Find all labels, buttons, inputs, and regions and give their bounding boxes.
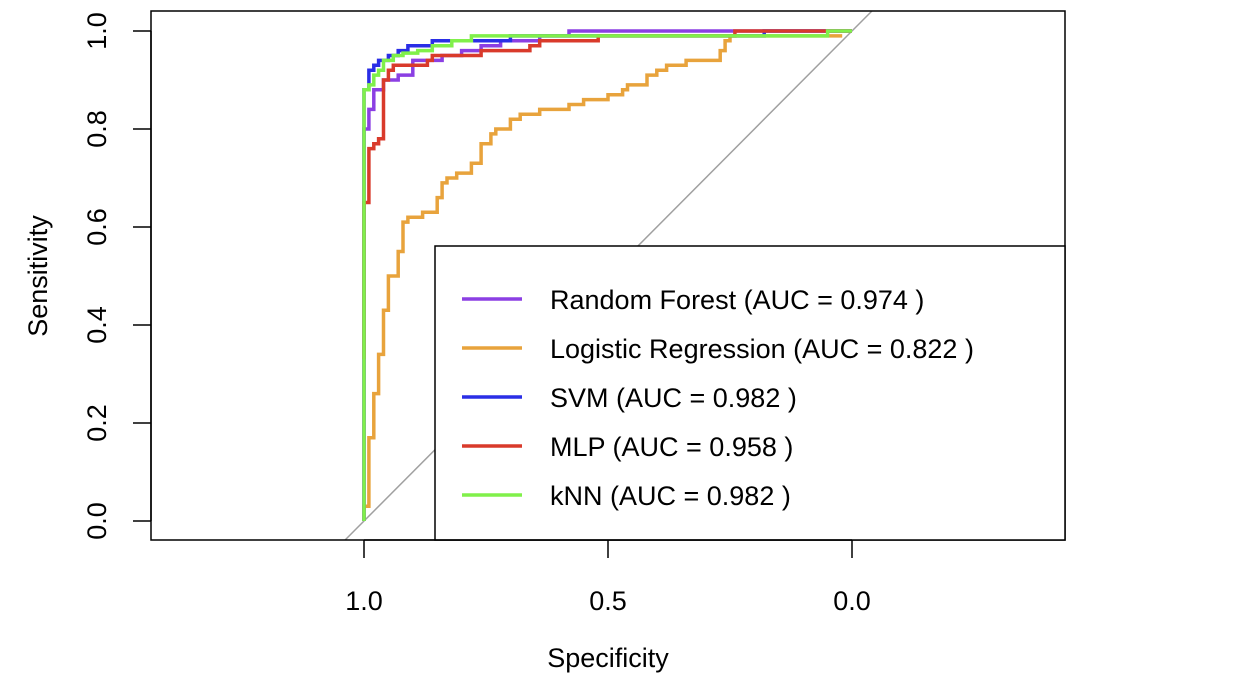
y-axis: 0.0 0.2 0.4 0.6 0.8 1.0 — [82, 12, 152, 540]
x-axis: 1.0 0.5 0.0 — [345, 539, 871, 616]
legend-label-mlp: MLP (AUC = 0.958 ) — [550, 432, 793, 462]
legend: Random Forest (AUC = 0.974 ) Logistic Reg… — [434, 245, 1066, 541]
y-tick-label: 0.8 — [82, 110, 112, 148]
series-layer — [362, 29, 852, 521]
legend-box — [434, 245, 1066, 541]
y-tick-label: 0.2 — [82, 404, 112, 442]
y-tick-label: 0.0 — [82, 502, 112, 540]
y-axis-label: Sensitivity — [23, 215, 53, 337]
x-tick-label: 1.0 — [345, 586, 383, 616]
y-tick-label: 0.4 — [82, 306, 112, 344]
x-axis-label: Specificity — [547, 643, 669, 673]
x-tick-label: 0.5 — [589, 586, 627, 616]
x-tick-label: 0.0 — [833, 586, 871, 616]
roc-curve-knn — [362, 29, 852, 521]
roc-curve-logistic-regression — [362, 34, 843, 521]
legend-label-svm: SVM (AUC = 0.982 ) — [550, 383, 797, 413]
legend-label-logistic-regression: Logistic Regression (AUC = 0.822 ) — [550, 334, 974, 364]
legend-label-random-forest: Random Forest (AUC = 0.974 ) — [550, 285, 924, 315]
legend-label-knn: kNN (AUC = 0.982 ) — [550, 481, 791, 511]
y-tick-label: 0.6 — [82, 208, 112, 246]
roc-curve-mlp — [362, 29, 852, 360]
y-tick-label: 1.0 — [82, 12, 112, 50]
